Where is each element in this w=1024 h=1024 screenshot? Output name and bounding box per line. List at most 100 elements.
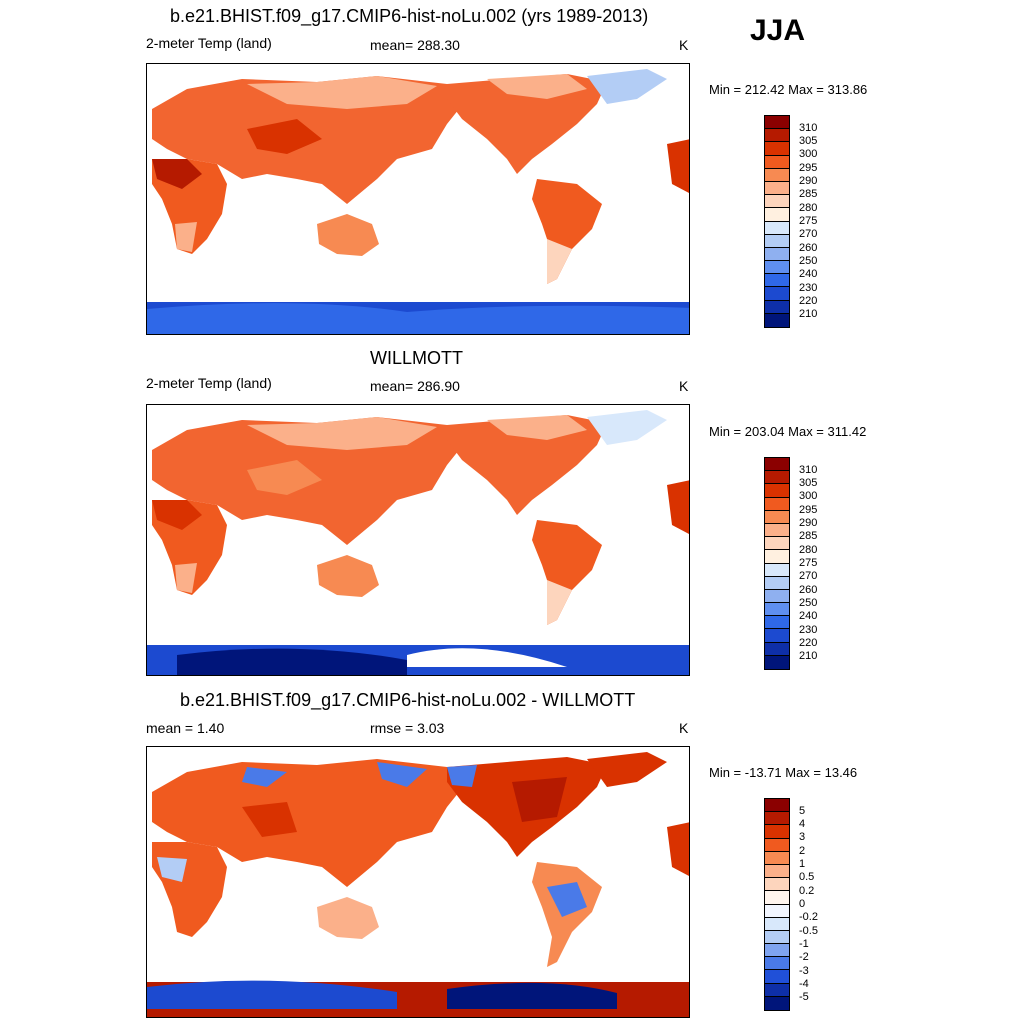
colorbar-tick-label: -4: [799, 977, 809, 990]
colorbar-tick-label: 250: [799, 596, 818, 609]
colorbar-swatch: [765, 510, 789, 524]
colorbar-swatch: [765, 930, 789, 945]
panel-1-mean-label: mean= 288.30: [370, 37, 460, 53]
colorbar-tick-label: 260: [799, 241, 818, 254]
colorbar-swatch: [765, 484, 789, 498]
colorbar-tick-label: 260: [799, 583, 818, 596]
panel-3-units: K: [679, 720, 689, 736]
colorbar-swatch: [765, 629, 789, 643]
colorbar-tick-label: 295: [799, 503, 818, 516]
colorbar-tick-label: -2: [799, 951, 809, 964]
colorbar-swatch: [765, 208, 789, 222]
colorbar-swatch: [765, 168, 789, 182]
colorbar-tick-label: 290: [799, 175, 818, 188]
panel-1-colorbar-labels: 310 305 300 295 290 285 280 275 270 260 250 240 230 2…: [799, 115, 859, 328]
colorbar-tick-label: 2: [799, 844, 806, 857]
colorbar-tick-label: 295: [799, 161, 818, 174]
colorbar-tick-label: 230: [799, 281, 818, 294]
panel-2-variable-label: 2-meter Temp (land): [146, 375, 272, 391]
panel-3-mean-label: mean = 1.40: [146, 720, 225, 736]
colorbar-swatch: [765, 603, 789, 617]
panel-3-colorbar: [764, 798, 790, 1011]
colorbar-tick-label: 0.5: [799, 871, 815, 884]
colorbar-tick-label: 300: [799, 148, 818, 161]
colorbar-tick-label: 240: [799, 610, 818, 623]
colorbar-tick-label: -0.5: [799, 924, 818, 937]
colorbar-swatch: [765, 537, 789, 551]
colorbar-swatch: [765, 917, 789, 931]
colorbar-tick-label: -1: [799, 937, 809, 950]
colorbar-swatch: [765, 155, 789, 169]
colorbar-swatch: [765, 957, 789, 971]
panel-1-units: K: [679, 37, 689, 53]
colorbar-tick-label: 250: [799, 254, 818, 267]
colorbar-swatch: [765, 864, 789, 879]
colorbar-tick-label: 270: [799, 570, 818, 583]
colorbar-swatch: [765, 642, 789, 656]
panel-1-map: [146, 63, 690, 335]
colorbar-tick-label: 220: [799, 294, 818, 307]
panel-2-colorbar: [764, 457, 790, 670]
colorbar-tick-label: 5: [799, 804, 806, 817]
colorbar-swatch: [765, 996, 789, 1010]
colorbar-tick-label: 310: [799, 121, 818, 134]
colorbar-tick-label: -5: [799, 991, 809, 1004]
colorbar-tick-label: 290: [799, 517, 818, 530]
panel-3-minmax: Min = -13.71 Max = 13.46: [709, 765, 858, 780]
colorbar-swatch: [765, 181, 789, 196]
colorbar-swatch: [765, 234, 789, 248]
colorbar-tick-label: 220: [799, 636, 818, 649]
colorbar-swatch: [765, 891, 789, 905]
panel-2-map-svg: [147, 410, 689, 675]
colorbar-swatch: [765, 589, 789, 604]
colorbar-tick-label: 285: [799, 188, 818, 201]
colorbar-swatch: [765, 471, 789, 485]
panel-2-colorbar-labels: 310 305 300 295 290 285 280 275 270 260 250 240 230 2…: [799, 457, 859, 670]
colorbar-tick-label: 1: [799, 858, 806, 871]
colorbar-tick-label: 240: [799, 268, 818, 281]
colorbar-tick-label: 275: [799, 215, 818, 227]
panel-3-map-svg: [147, 752, 689, 1017]
colorbar-swatch: [765, 142, 789, 156]
colorbar-swatch: [765, 247, 789, 262]
panel-1-title: b.e21.BHIST.f09_g17.CMIP6-hist-noLu.002 …: [170, 6, 649, 26]
colorbar-swatch: [765, 458, 789, 472]
colorbar-tick-label: 280: [799, 201, 818, 214]
panel-3-title: b.e21.BHIST.f09_g17.CMIP6-hist-noLu.002 …: [180, 690, 636, 710]
colorbar-swatch: [765, 799, 789, 813]
colorbar-swatch: [765, 904, 789, 918]
colorbar-swatch: [765, 878, 789, 892]
colorbar-swatch: [765, 287, 789, 301]
panel-1-colorbar: [764, 115, 790, 328]
colorbar-tick-label: 3: [799, 831, 806, 844]
colorbar-swatch: [765, 851, 789, 865]
colorbar-swatch: [765, 116, 789, 130]
colorbar-swatch: [765, 563, 789, 577]
colorbar-swatch: [765, 655, 789, 669]
colorbar-swatch: [765, 550, 789, 564]
colorbar-swatch: [765, 576, 789, 590]
panel-2-minmax: Min = 203.04 Max = 311.42: [709, 424, 867, 439]
colorbar-tick-label: -0.2: [799, 911, 818, 924]
colorbar-tick-label: 305: [799, 477, 818, 490]
colorbar-tick-label: 300: [799, 490, 818, 503]
colorbar-tick-label: 305: [799, 135, 818, 148]
colorbar-swatch: [765, 983, 789, 997]
colorbar-swatch: [765, 812, 789, 826]
season-label: JJA: [750, 14, 806, 47]
colorbar-tick-label: 0.2: [799, 884, 815, 897]
colorbar-swatch: [765, 970, 789, 984]
colorbar-tick-label: -3: [799, 964, 809, 977]
colorbar-tick-label: 210: [799, 650, 818, 663]
colorbar-swatch: [765, 221, 789, 235]
colorbar-swatch: [765, 825, 789, 839]
colorbar-swatch: [765, 313, 789, 327]
colorbar-swatch: [765, 261, 789, 275]
panel-2-mean-label: mean= 286.90: [370, 378, 460, 394]
panel-3-colorbar-labels: 5 4 3 2 1 0.5 0.2 0 -0.2 -0.5 -1 -2 -3 -4 -5: [799, 798, 859, 1011]
colorbar-swatch: [765, 497, 789, 511]
colorbar-swatch: [765, 838, 789, 852]
colorbar-tick-label: 230: [799, 623, 818, 636]
panel-3-map: [146, 746, 690, 1018]
colorbar-swatch: [765, 616, 789, 630]
